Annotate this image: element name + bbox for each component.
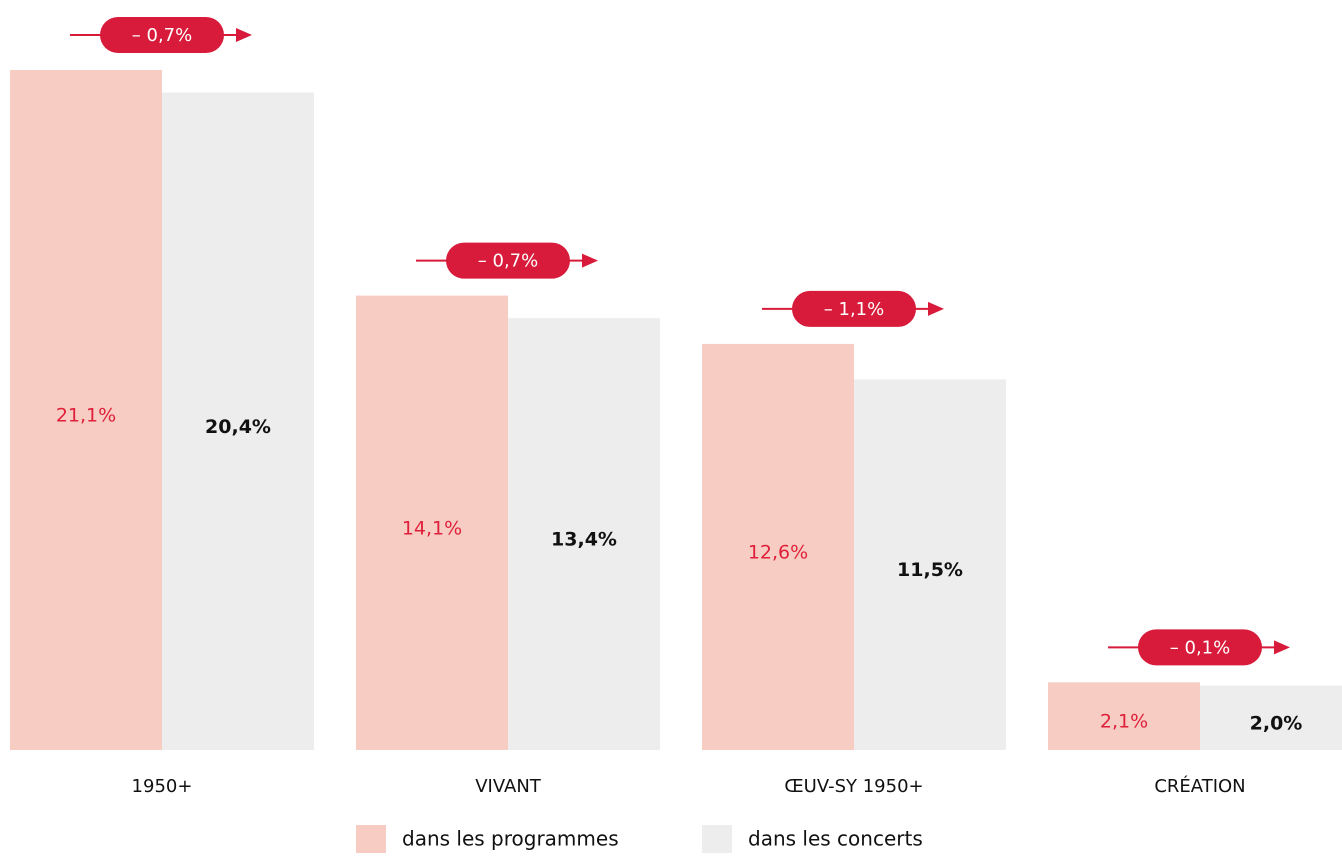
bar [508, 318, 660, 750]
annotation-label: – 0,7% [132, 25, 192, 46]
annotation-arrow-head [582, 253, 598, 268]
annotation-label: – 0,1% [1170, 637, 1230, 658]
bar [1200, 685, 1342, 750]
annotation-arrow-head [1274, 640, 1290, 655]
annotation-pill [100, 17, 224, 53]
value-label: 20,4% [205, 416, 271, 438]
bar [1048, 682, 1200, 750]
legend-label: dans les concerts [748, 827, 923, 851]
value-label: 13,4% [551, 529, 617, 551]
annotation-arrow-head [236, 28, 252, 42]
bar [854, 379, 1006, 750]
annotation-pill [446, 242, 570, 279]
bar [702, 343, 854, 750]
bar [162, 92, 314, 750]
annotation-arrow-head [928, 301, 944, 316]
legend-label: dans les programmes [402, 827, 619, 851]
category-label: VIVANT [475, 776, 542, 797]
value-label: 2,1% [1100, 711, 1148, 733]
category-label: CRÉATION [1154, 775, 1245, 797]
value-label: 2,0% [1250, 712, 1303, 734]
value-label: 14,1% [402, 517, 462, 539]
legend-swatch [702, 825, 732, 853]
category-label: ŒUV-SY 1950+ [784, 776, 923, 797]
value-label: 12,6% [748, 541, 808, 563]
annotation-pill [1138, 629, 1262, 666]
annotation-label: – 0,7% [478, 251, 538, 272]
bar [10, 70, 162, 750]
category-label: 1950+ [132, 776, 193, 797]
annotation-pill [792, 290, 916, 327]
annotation-label: – 1,1% [824, 299, 884, 320]
value-label: 11,5% [897, 559, 963, 581]
value-label: 21,1% [56, 405, 116, 427]
legend-swatch [356, 825, 386, 853]
bar [356, 295, 508, 750]
